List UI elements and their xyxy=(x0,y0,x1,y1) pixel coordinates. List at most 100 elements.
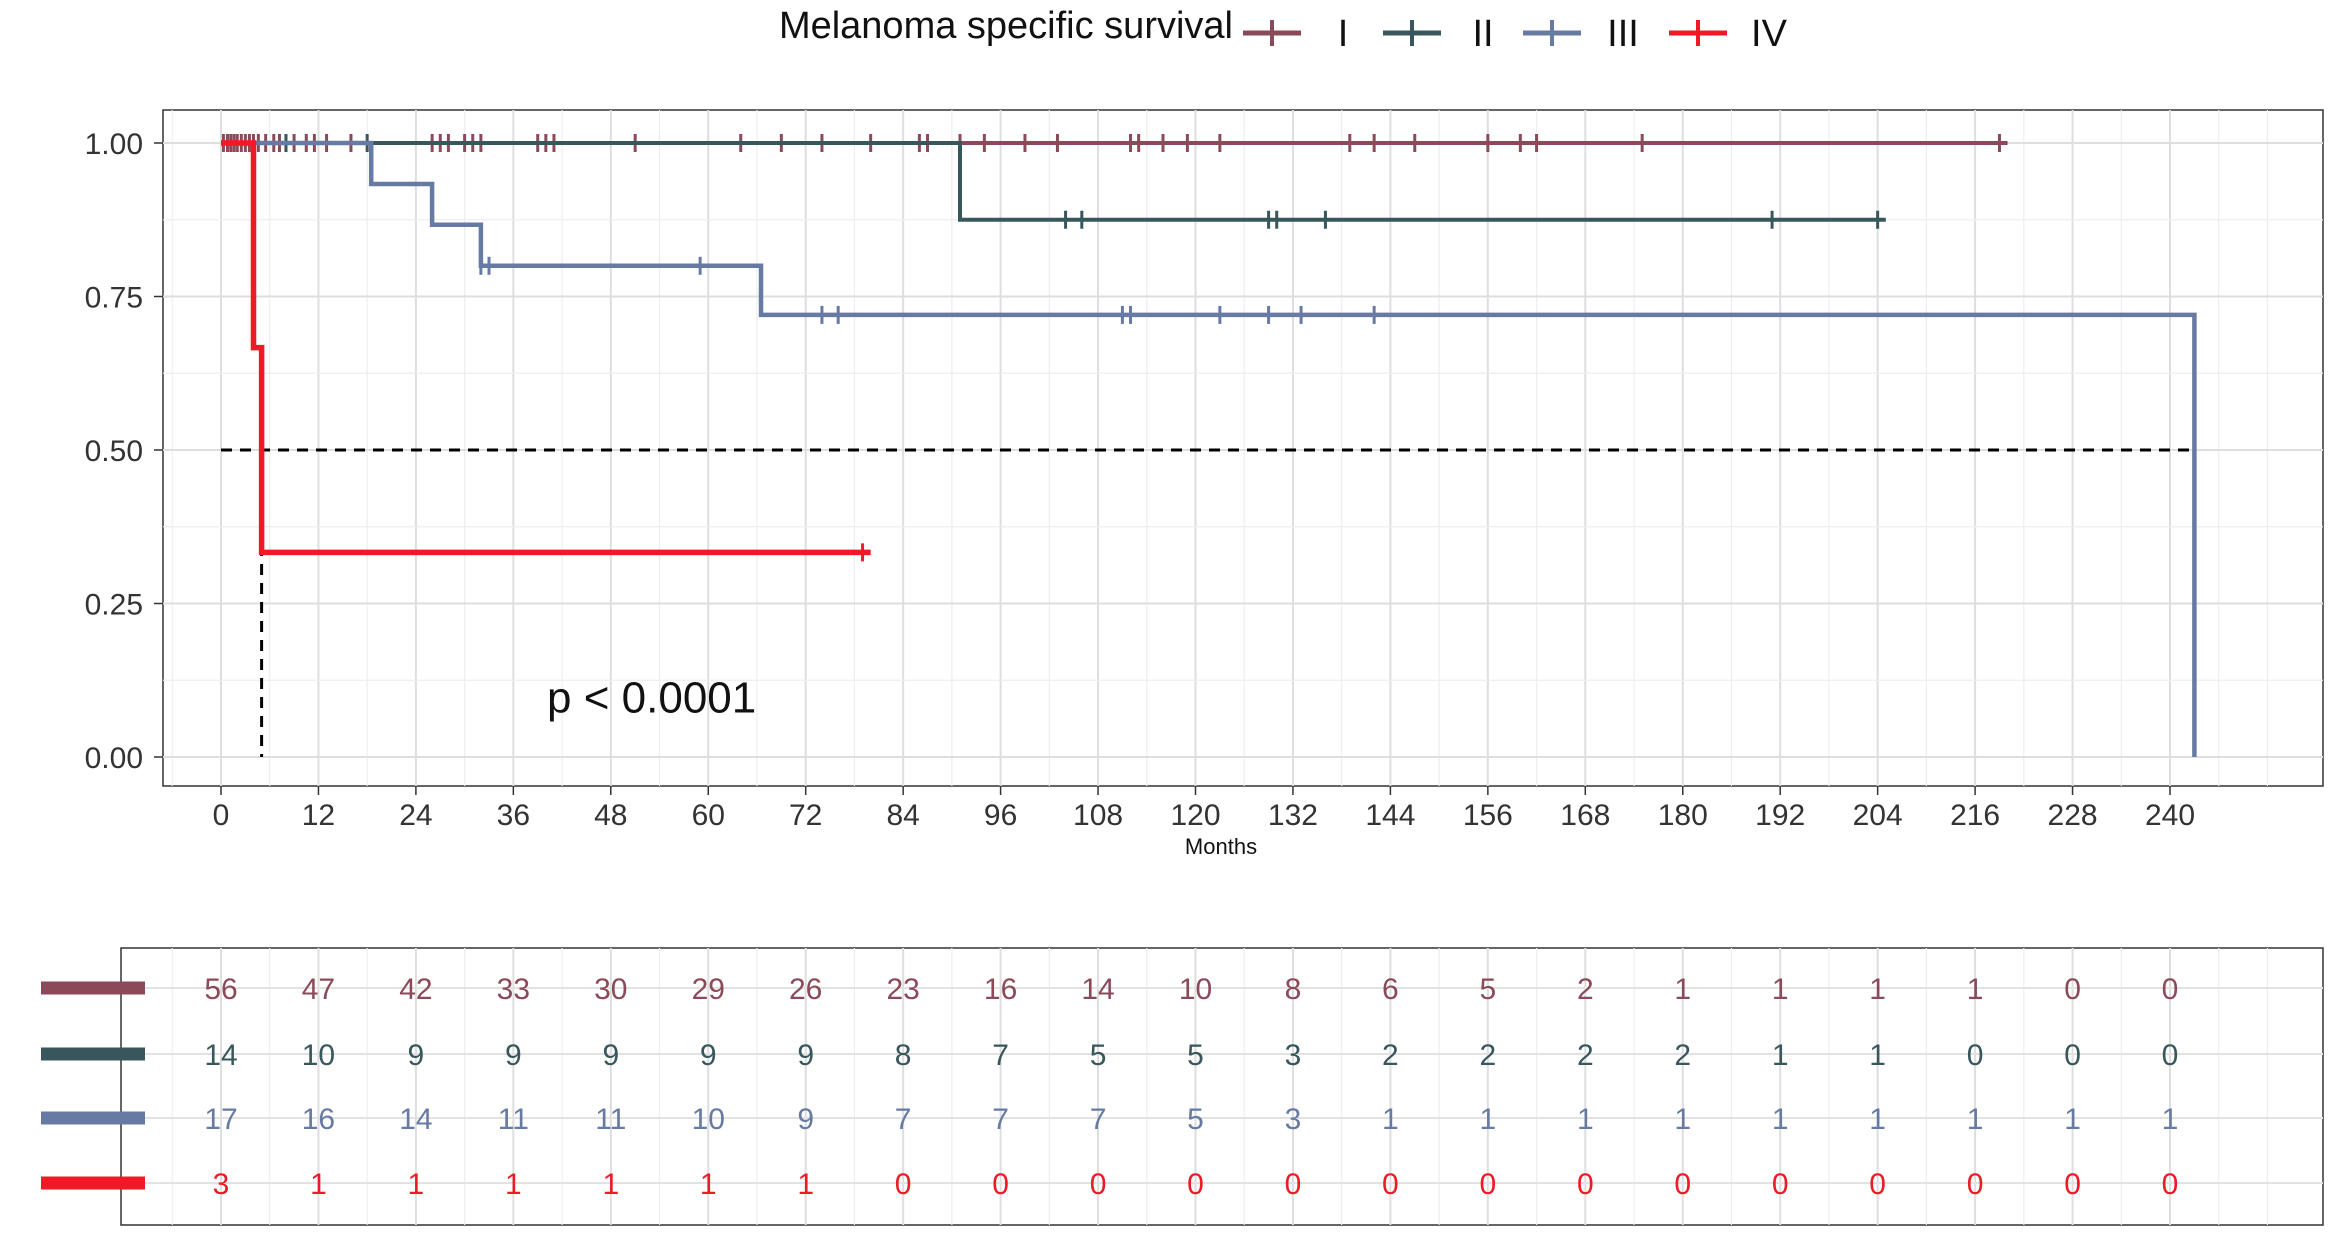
risk-value: 1 xyxy=(1480,1103,1497,1136)
risk-value: 1 xyxy=(408,1168,425,1201)
risk-value: 1 xyxy=(505,1168,522,1201)
p-value-annotation: p < 0.0001 xyxy=(547,674,756,723)
legend-label: I xyxy=(1338,13,1349,55)
risk-value: 0 xyxy=(2064,1039,2081,1072)
x-tick-label: 60 xyxy=(692,799,725,832)
legend-label: III xyxy=(1607,13,1639,55)
risk-value: 30 xyxy=(594,973,627,1006)
risk-value: 5 xyxy=(1187,1103,1204,1136)
legend: Melanoma specific survival I II III IV xyxy=(779,5,1788,55)
risk-value: 5 xyxy=(1090,1039,1107,1072)
risk-value: 11 xyxy=(498,1103,529,1136)
risk-value: 0 xyxy=(1772,1168,1789,1201)
risk-value: 56 xyxy=(204,973,237,1006)
risk-value: 9 xyxy=(408,1039,425,1072)
risk-value: 7 xyxy=(895,1103,912,1136)
risk-value: 1 xyxy=(602,1168,619,1201)
risk-value: 1 xyxy=(1674,973,1691,1006)
x-tick-label: 84 xyxy=(886,799,919,832)
x-tick-label: 24 xyxy=(399,799,432,832)
risk-value: 1 xyxy=(2064,1103,2081,1136)
risk-value: 0 xyxy=(1187,1168,1204,1201)
risk-value: 0 xyxy=(1674,1168,1691,1201)
risk-value: 7 xyxy=(992,1103,1009,1136)
risk-value: 1 xyxy=(1382,1103,1399,1136)
risk-value: 0 xyxy=(895,1168,912,1201)
risk-value: 14 xyxy=(1081,973,1114,1006)
risk-value: 9 xyxy=(797,1103,814,1136)
risk-value: 0 xyxy=(1285,1168,1302,1201)
risk-value: 1 xyxy=(1772,1039,1789,1072)
risk-value: 10 xyxy=(1179,973,1212,1006)
risk-value: 33 xyxy=(497,973,530,1006)
y-tick-label: 0.50 xyxy=(85,435,143,468)
plot-panel: 0 12 24 36 48 60 72 84 96 108 120 132 144 156 168 180 19… xyxy=(85,109,2324,832)
x-tick-label: 144 xyxy=(1365,799,1415,832)
risk-value: 9 xyxy=(602,1039,619,1072)
risk-value: 1 xyxy=(797,1168,814,1201)
legend-title: Melanoma specific survival xyxy=(779,5,1233,47)
risk-value: 9 xyxy=(505,1039,522,1072)
risk-value: 16 xyxy=(302,1103,335,1136)
survival-curve-II xyxy=(221,141,1886,222)
risk-value: 7 xyxy=(1090,1103,1107,1136)
risk-value: 11 xyxy=(595,1103,626,1136)
risk-value: 23 xyxy=(886,973,919,1006)
legend-label: II xyxy=(1472,13,1493,55)
x-axis-label: Months xyxy=(1185,834,1257,859)
risk-value: 1 xyxy=(1869,1103,1886,1136)
x-tick-label: 156 xyxy=(1463,799,1513,832)
risk-value: 2 xyxy=(1577,1039,1594,1072)
risk-value: 1 xyxy=(1869,1039,1886,1072)
risk-table-border xyxy=(120,947,2324,1226)
legend-label: IV xyxy=(1751,13,1788,55)
risk-value: 9 xyxy=(797,1039,814,1072)
risk-value: 0 xyxy=(2064,1168,2081,1201)
curves xyxy=(221,134,2197,757)
x-tick-label: 48 xyxy=(594,799,627,832)
x-tick-label: 204 xyxy=(1853,799,1903,832)
x-tick-label: 0 xyxy=(213,799,230,832)
risk-value: 2 xyxy=(1480,1039,1497,1072)
x-tick-label: 228 xyxy=(2048,799,2098,832)
risk-value: 17 xyxy=(204,1103,237,1136)
risk-value: 0 xyxy=(1480,1168,1497,1201)
risk-value: 2 xyxy=(1577,973,1594,1006)
risk-value: 0 xyxy=(2162,1039,2179,1072)
series-IV xyxy=(221,140,871,562)
x-tick-label: 180 xyxy=(1658,799,1708,832)
y-tick-label: 0.75 xyxy=(85,282,143,315)
risk-value: 0 xyxy=(1577,1168,1594,1201)
risk-value: 7 xyxy=(992,1039,1009,1072)
series-III xyxy=(221,140,2197,757)
risk-value: 3 xyxy=(213,1168,230,1201)
risk-value: 1 xyxy=(2162,1103,2179,1136)
risk-value: 1 xyxy=(310,1168,327,1201)
risk-value: 14 xyxy=(204,1039,237,1072)
risk-value: 8 xyxy=(895,1039,912,1072)
risk-value: 5 xyxy=(1187,1039,1204,1072)
risk-table: 56 47 42 33 30 29 26 23 16 14 10 8 6 5 2 1 1 1 1 0 014 10 9 9 9 9… xyxy=(41,947,2324,1226)
x-tick-label: 108 xyxy=(1073,799,1123,832)
risk-value: 0 xyxy=(2064,973,2081,1006)
x-tick-label: 168 xyxy=(1560,799,1610,832)
risk-value: 1 xyxy=(1772,1103,1789,1136)
x-tick-label: 120 xyxy=(1170,799,1220,832)
risk-value: 0 xyxy=(1967,1039,1984,1072)
y-tick-label: 0.00 xyxy=(85,742,143,775)
risk-value: 47 xyxy=(302,973,335,1006)
risk-value: 0 xyxy=(2162,973,2179,1006)
risk-value: 1 xyxy=(1772,973,1789,1006)
risk-value: 42 xyxy=(399,973,432,1006)
risk-value: 3 xyxy=(1285,1039,1302,1072)
risk-value: 0 xyxy=(1967,1168,1984,1201)
risk-value: 1 xyxy=(1967,1103,1984,1136)
y-tick-label: 0.25 xyxy=(85,589,143,622)
risk-value: 26 xyxy=(789,973,822,1006)
x-tick-label: 216 xyxy=(1950,799,2000,832)
plot-border xyxy=(162,109,2324,787)
x-tick-label: 72 xyxy=(789,799,822,832)
risk-value: 8 xyxy=(1285,973,1302,1006)
risk-value: 29 xyxy=(692,973,725,1006)
